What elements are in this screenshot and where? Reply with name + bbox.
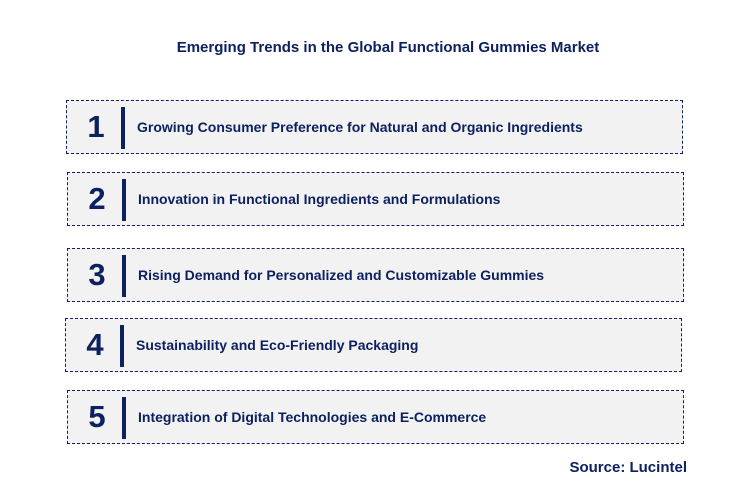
item-number: 5: [88, 399, 106, 434]
trend-item-5: 5 Integration of Digital Technologies an…: [67, 390, 684, 444]
divider-bar: [122, 179, 126, 221]
item-label: Integration of Digital Technologies and …: [138, 409, 487, 425]
item-label: Innovation in Functional Ingredients and…: [138, 191, 501, 207]
item-label: Rising Demand for Personalized and Custo…: [138, 267, 545, 283]
item-number: 1: [87, 109, 105, 144]
divider-bar: [122, 255, 126, 297]
item-label: Growing Consumer Preference for Natural …: [137, 119, 583, 135]
item-number: 4: [86, 327, 104, 362]
divider-bar: [122, 397, 126, 439]
trend-item-3: 3 Rising Demand for Personalized and Cus…: [67, 248, 684, 302]
item-label: Sustainability and Eco-Friendly Packagin…: [136, 337, 419, 353]
item-number: 3: [88, 257, 106, 292]
trend-item-1: 1 Growing Consumer Preference for Natura…: [66, 100, 683, 154]
source-credit: Source: Lucintel: [569, 459, 687, 476]
item-number: 2: [88, 181, 106, 216]
trend-item-4: 4 Sustainability and Eco-Friendly Packag…: [65, 318, 682, 372]
diagram-title: Emerging Trends in the Global Functional…: [176, 39, 600, 56]
divider-bar: [120, 325, 124, 367]
divider-bar: [121, 107, 125, 149]
trend-item-2: 2 Innovation in Functional Ingredients a…: [67, 172, 684, 226]
